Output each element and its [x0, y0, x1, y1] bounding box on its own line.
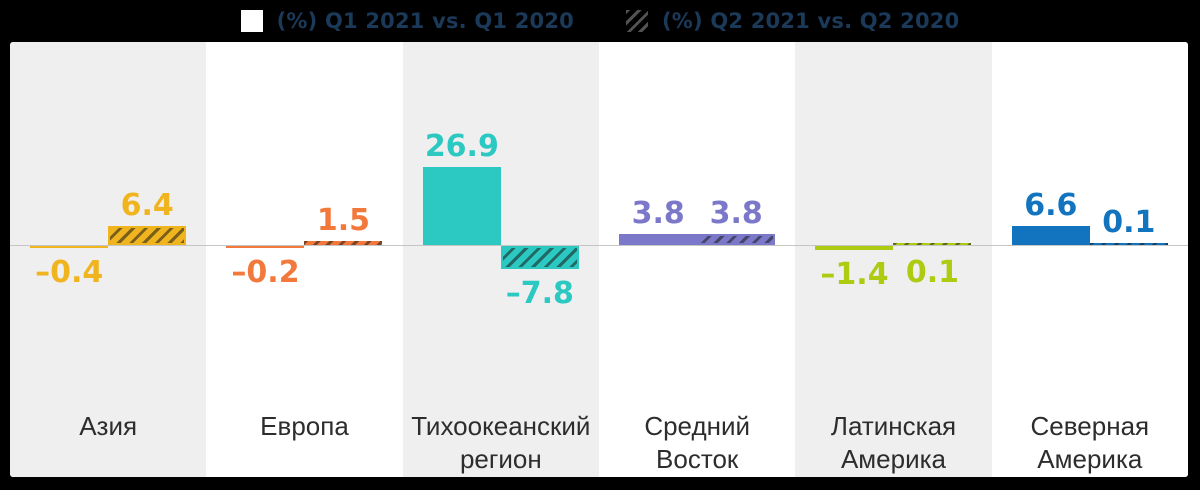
region-label: Европа	[260, 411, 349, 441]
region-label: Латинская Америка	[830, 411, 957, 475]
q1-value-label: 6.6	[1024, 188, 1078, 224]
q1-bar	[422, 167, 501, 245]
legend-item-q1: (%) Q1 2021 vs. Q1 2020	[240, 9, 574, 33]
region-column-pacific: 26.9 –7.8 Тихоокеанский регион	[402, 42, 599, 477]
region-column-europe: –0.2 1.5 Европа	[206, 42, 403, 477]
q1-bar	[226, 246, 305, 248]
region-column-north-america: 6.6 0.1 Северная Америка	[991, 42, 1188, 477]
region-label: Азия	[79, 411, 138, 441]
zero-axis-line	[10, 245, 1188, 246]
q2-value-label: 0.1	[905, 255, 960, 290]
q2-value-label: 6.4	[120, 188, 174, 224]
q1-value-label: 3.8	[631, 196, 685, 232]
legend: (%) Q1 2021 vs. Q1 2020 (%) Q2 2021 vs. …	[0, 6, 1200, 36]
q1-value-label: –0.2	[231, 255, 300, 290]
region-column-latin-america: –1.4 0.1 Латинская Америка	[795, 42, 992, 477]
q1-solid-swatch-icon	[240, 10, 263, 32]
q1-value-label: –1.4	[820, 257, 889, 292]
q2-bar	[1089, 243, 1168, 245]
legend-label-q1: (%) Q1 2021 vs. Q1 2020	[276, 9, 574, 33]
q2-value-label: –7.8	[505, 276, 574, 311]
q2-hatched-swatch-icon	[626, 10, 648, 32]
q2-bar	[304, 241, 383, 245]
region-column-asia: –0.4 6.4 Азия	[10, 42, 207, 477]
q1-bar	[619, 234, 698, 245]
q2-bar	[697, 234, 776, 245]
q2-bar	[893, 243, 972, 245]
q1-value-label: 26.9	[424, 129, 499, 165]
q1-bar	[30, 246, 109, 248]
q2-value-label: 1.5	[316, 203, 371, 239]
region-column-middle-east: 3.8 3.8 Средний Восток	[599, 42, 796, 477]
q2-bar	[500, 246, 579, 269]
q1-bar	[1011, 226, 1090, 245]
q1-value-label: –0.4	[35, 255, 104, 290]
q2-value-label: 3.8	[709, 196, 763, 232]
legend-label-q2: (%) Q2 2021 vs. Q2 2020	[662, 9, 960, 33]
region-label: Северная Америка	[1030, 411, 1150, 475]
q2-value-label: 0.1	[1102, 205, 1156, 241]
q2-bar	[108, 226, 187, 245]
bar-chart: –0.4 6.4 Азия –0.2 1.5 Европа 26.9 –7.8 …	[10, 42, 1188, 477]
region-label: Тихоокеанский регион	[411, 411, 591, 475]
legend-item-q2: (%) Q2 2021 vs. Q2 2020	[626, 9, 959, 33]
q1-bar	[815, 246, 894, 250]
region-label: Средний Восток	[644, 411, 751, 475]
